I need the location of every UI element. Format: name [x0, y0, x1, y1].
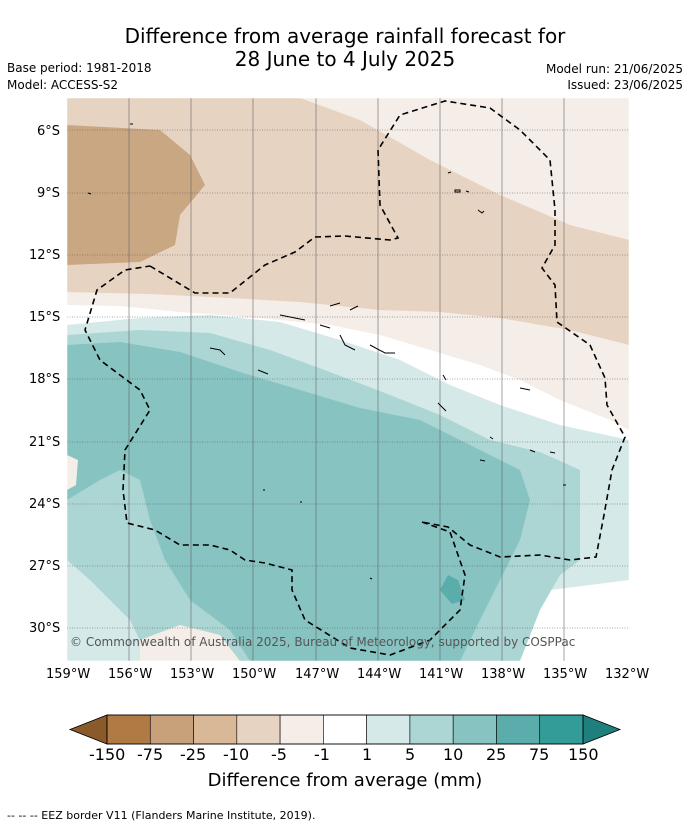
island: [519, 387, 531, 391]
colorbar-label: Difference from average (mm): [207, 770, 483, 791]
islands: [87, 123, 566, 580]
colorbar-cell: [106, 714, 151, 745]
lat-label: 6°S: [37, 124, 61, 139]
lat-label: 18°S: [29, 372, 61, 387]
island: [349, 305, 359, 311]
dry-patch-west: [67, 455, 78, 490]
island: [442, 374, 447, 381]
colorbar-segment: [68, 714, 108, 745]
colorbar-cell: [496, 714, 541, 745]
copyright-notice: © Commonwealth of Australia 2025, Bureau…: [70, 635, 576, 649]
lon-label: 144°W: [357, 667, 402, 682]
eez-legend: -- -- -- EEZ border V11 (Flanders Marine…: [7, 809, 316, 822]
dry-patch-dark: [67, 125, 205, 265]
island: [209, 347, 226, 356]
colorbar-cell: [236, 714, 281, 745]
colorbar-cell: [539, 714, 584, 745]
lat-label: 30°S: [29, 621, 61, 636]
colorbar-cell: [366, 714, 411, 745]
colorbar-frame: [106, 714, 584, 745]
model-name: Model: ACCESS-S2: [7, 78, 119, 92]
colorbar-tick: 10: [443, 745, 464, 764]
lat-label: 21°S: [29, 435, 61, 450]
eez-border-northeast: [149, 100, 626, 561]
island: [319, 324, 331, 329]
lat-label: 15°S: [29, 310, 61, 325]
map-title-line2: 28 June to 4 July 2025: [234, 47, 456, 71]
island: [489, 436, 494, 440]
colorbar-tick: 5: [405, 745, 416, 764]
dry-band-medium: [67, 98, 629, 345]
lon-label: 156°W: [108, 667, 153, 682]
colorbar-segment: [582, 714, 622, 745]
wet-zone-strong: [67, 342, 530, 661]
colorbar-cell: [323, 714, 367, 745]
colorbar-tick: -75: [137, 745, 164, 764]
colorbar-tick: -5: [271, 745, 287, 764]
dry-patch-southwest: [140, 625, 240, 661]
colorbar-tick: 150: [568, 745, 599, 764]
island: [339, 334, 356, 351]
rainfall-difference-map: [66, 97, 630, 662]
base-period: Base period: 1981-2018: [7, 61, 152, 75]
colorbar-cell: [193, 714, 238, 745]
island: [447, 171, 452, 174]
eez-border-south: [84, 265, 466, 656]
map-title-line1: Difference from average rainfall forecas…: [124, 24, 566, 48]
colorbar-tick: -150: [89, 745, 126, 764]
island: [477, 209, 485, 214]
island: [549, 451, 556, 454]
colorbar-cell: [452, 714, 497, 745]
lon-label: 150°W: [232, 667, 277, 682]
colorbar-tick: -1: [314, 745, 330, 764]
colorbar-cell: [279, 714, 324, 745]
colorbar-tick: 75: [529, 745, 550, 764]
island: [369, 577, 373, 580]
lat-label: 12°S: [29, 248, 61, 263]
lon-label: 159°W: [46, 667, 91, 682]
island: [257, 369, 269, 375]
island: [87, 192, 92, 195]
colorbar-tick: 1: [362, 745, 373, 764]
issued-date: Issued: 23/06/2025: [567, 78, 683, 92]
eez-borders: [84, 100, 626, 656]
lon-label: 147°W: [295, 667, 340, 682]
lat-label: 24°S: [29, 497, 61, 512]
wet-patch-dark: [440, 575, 465, 604]
island: [465, 190, 470, 193]
island: [329, 302, 341, 307]
colorbar-tick: -25: [180, 745, 207, 764]
map-gridlines: [67, 98, 629, 661]
colorbar-tick: 25: [486, 745, 507, 764]
island: [529, 449, 536, 453]
lon-label: 135°W: [543, 667, 588, 682]
map-frame: [66, 97, 630, 662]
lat-label: 9°S: [37, 186, 61, 201]
island: [454, 189, 461, 193]
model-run: Model run: 21/06/2025: [545, 62, 683, 76]
lon-label: 138°W: [481, 667, 526, 682]
colorbar-cell: [149, 714, 194, 745]
lon-label: 132°W: [605, 667, 650, 682]
island: [437, 402, 447, 412]
map-field: [67, 98, 629, 661]
lon-label: 153°W: [170, 667, 215, 682]
island: [369, 344, 395, 354]
lon-label: 141°W: [419, 667, 464, 682]
lat-label: 27°S: [29, 559, 61, 574]
colorbar-cell: [409, 714, 454, 745]
colorbar: [68, 714, 622, 745]
island: [479, 459, 486, 462]
colorbar-tick: -10: [223, 745, 250, 764]
island: [279, 314, 306, 321]
